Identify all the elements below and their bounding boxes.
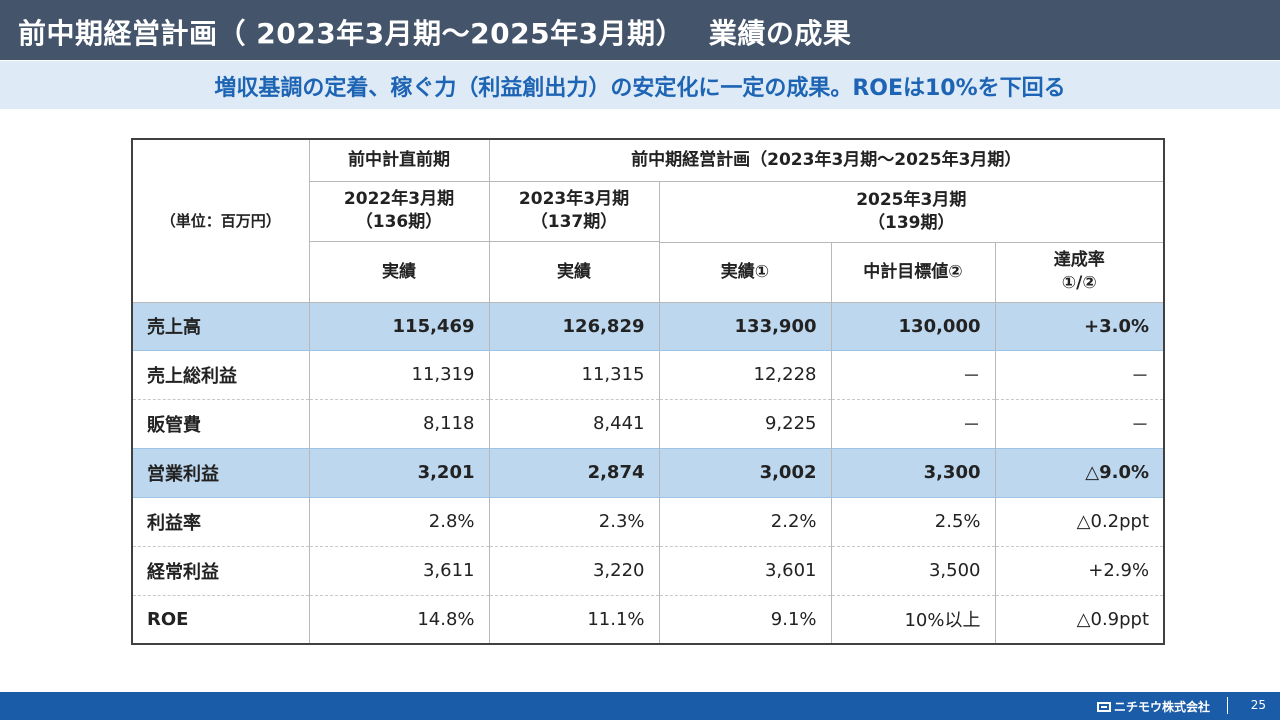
header-row-columns: 実績① 中計目標値② 達成率 ①/② bbox=[132, 241, 1165, 303]
value-achievement: △0.9ppt bbox=[994, 594, 1165, 645]
value-achievement: +2.9% bbox=[994, 545, 1165, 596]
table-row: 経常利益 3,611 3,220 3,601 3,500 +2.9% bbox=[131, 545, 1165, 596]
col-actual-2022: 実績 bbox=[382, 261, 416, 282]
group-plan-header: 前中期経営計画（2023年3月期～2025年3月期） bbox=[488, 138, 1165, 182]
value-2022: 3,611 bbox=[308, 545, 490, 596]
value-2025: 9,225 bbox=[658, 398, 832, 449]
row-label: 売上総利益 bbox=[131, 349, 310, 400]
period-2023-header: 2023年3月期 （137期） 実績 bbox=[488, 180, 660, 303]
subtitle-band: 増収基調の定着、稼ぐ力（利益創出力）の安定化に一定の成果。ROEは10%を下回る bbox=[0, 61, 1280, 109]
value-2025: 9.1% bbox=[658, 594, 832, 645]
table-row: 売上総利益 11,319 11,315 12,228 －－ bbox=[131, 349, 1165, 400]
value-target: 3,300 bbox=[830, 447, 996, 498]
value-2025: 133,900 bbox=[658, 301, 832, 351]
value-2025: 3,601 bbox=[658, 545, 832, 596]
title-bar: 前中期経営計画（ 2023年3月期～2025年3月期） 業績の成果 bbox=[0, 0, 1280, 60]
row-label: 営業利益 bbox=[131, 447, 310, 498]
row-label: 販管費 bbox=[131, 398, 310, 449]
value-target: 130,000 bbox=[830, 301, 996, 351]
group-prev-header: 前中計直前期 bbox=[308, 138, 490, 182]
col-achievement-label: 達成率 ①/② bbox=[1053, 250, 1105, 293]
value-target: 3,500 bbox=[830, 545, 996, 596]
company-logo: ニチモウ株式会社 bbox=[1096, 698, 1210, 715]
value-2025: 3,002 bbox=[658, 447, 832, 498]
table-row: 利益率 2.8% 2.3% 2.2% 2.5% △0.2ppt bbox=[131, 496, 1165, 547]
period-2023-label: 2023年3月期 （137期） bbox=[489, 182, 659, 242]
value-2023: 11.1% bbox=[488, 594, 660, 645]
value-2023: 126,829 bbox=[488, 301, 660, 351]
company-name: ニチモウ株式会社 bbox=[1113, 700, 1210, 714]
value-achievement: － bbox=[994, 349, 1165, 400]
period-2025-label: 2025年3月期 （139期） bbox=[856, 189, 967, 233]
col-target-2025: 中計目標値② bbox=[830, 241, 996, 303]
row-label: 利益率 bbox=[131, 496, 310, 547]
value-2022: 11,319 bbox=[308, 349, 490, 400]
table-row: 販管費 8,118 8,441 9,225 －－ bbox=[131, 398, 1165, 449]
value-2022: 14.8% bbox=[308, 594, 490, 645]
value-2022: 115,469 bbox=[308, 301, 490, 351]
row-label: 売上高 bbox=[131, 301, 310, 351]
value-2022: 3,201 bbox=[308, 447, 490, 498]
value-target: － bbox=[830, 398, 996, 449]
value-2023: 3,220 bbox=[488, 545, 660, 596]
value-2022: 2.8% bbox=[308, 496, 490, 547]
period-2022-label: 2022年3月期 （136期） bbox=[309, 182, 489, 242]
value-2023: 2.3% bbox=[488, 496, 660, 547]
company-logo-icon bbox=[1096, 701, 1111, 712]
value-2022: 8,118 bbox=[308, 398, 490, 449]
period-2025-header: 2025年3月期 （139期） bbox=[658, 180, 1165, 243]
value-target: － bbox=[830, 349, 996, 400]
value-achievement: － bbox=[994, 398, 1165, 449]
results-table: （単位：百万円） 前中計直前期 前中期経営計画（2023年3月期～2025年3月… bbox=[131, 138, 1166, 645]
row-label: ROE bbox=[131, 594, 310, 645]
header-row-groups: （単位：百万円） 前中計直前期 前中期経営計画（2023年3月期～2025年3月… bbox=[131, 138, 1165, 303]
footer-divider bbox=[1227, 697, 1228, 714]
table-row: ROE 14.8% 11.1% 9.1% 10%以上 △0.9ppt bbox=[131, 594, 1165, 645]
footer-bar: ニチモウ株式会社 25 bbox=[0, 692, 1280, 720]
col-actual-2023: 実績 bbox=[557, 261, 591, 282]
page-subtitle: 増収基調の定着、稼ぐ力（利益創出力）の安定化に一定の成果。ROEは10%を下回る bbox=[214, 76, 1066, 101]
value-2023: 8,441 bbox=[488, 398, 660, 449]
page-title: 前中期経営計画（ 2023年3月期～2025年3月期） 業績の成果 bbox=[18, 17, 852, 50]
table-row: 売上高 115,469 126,829 133,900 130,000 +3.0% bbox=[131, 301, 1165, 351]
col-actual-2025: 実績① bbox=[658, 241, 832, 303]
value-target: 2.5% bbox=[830, 496, 996, 547]
row-label: 経常利益 bbox=[131, 545, 310, 596]
value-target: 10%以上 bbox=[830, 594, 996, 645]
value-2025: 2.2% bbox=[658, 496, 832, 547]
header-row-periods: 2022年3月期 （136期） 実績 2023年3月期 （137期） 実績 2025… bbox=[132, 180, 1165, 303]
value-2023: 2,874 bbox=[488, 447, 660, 498]
page-number: 25 bbox=[1250, 698, 1266, 712]
col-achievement: 達成率 ①/② bbox=[994, 241, 1165, 303]
value-2023: 11,315 bbox=[488, 349, 660, 400]
value-2025: 12,228 bbox=[658, 349, 832, 400]
unit-label: （単位：百万円） bbox=[131, 138, 310, 303]
value-achievement: △9.0% bbox=[994, 447, 1165, 498]
table-row: 営業利益 3,201 2,874 3,002 3,300 △9.0% bbox=[131, 447, 1165, 498]
value-achievement: +3.0% bbox=[994, 301, 1165, 351]
period-2022-header: 2022年3月期 （136期） 実績 bbox=[308, 180, 490, 303]
value-achievement: △0.2ppt bbox=[994, 496, 1165, 547]
